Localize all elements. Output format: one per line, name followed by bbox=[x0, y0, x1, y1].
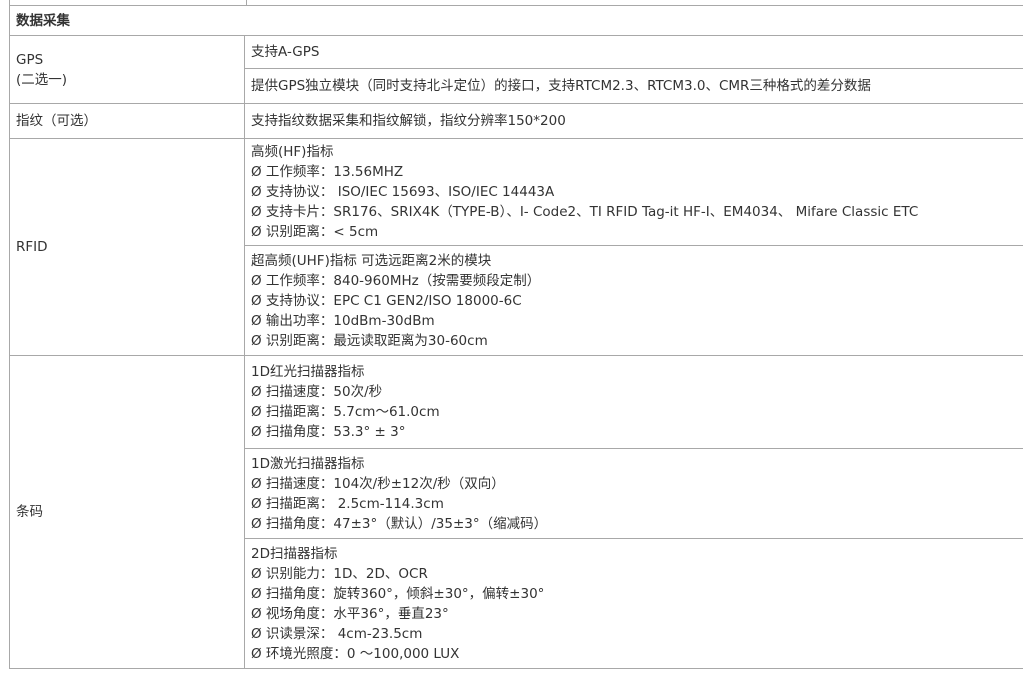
spec-line: 超高频(UHF)指标 可选远距离2米的模块 bbox=[251, 252, 492, 269]
spec-line: 1D激光扫描器指标 bbox=[251, 455, 365, 472]
spec-line: Ø 扫描速度：104次/秒±12次/秒（双向） bbox=[251, 475, 505, 492]
spec-line: Ø 识别距离：最远读取距离为30-60cm bbox=[251, 332, 488, 349]
spec-line: Ø 扫描距离：5.7cm～61.0cm bbox=[251, 404, 440, 420]
gps-label-line: GPS bbox=[16, 51, 44, 68]
barcode-block: 1D红光扫描器指标 Ø 扫描速度：50次/秒 Ø 扫描距离：5.7cm～61.0cm… bbox=[244, 355, 1023, 449]
gps-item: 提供GPS独立模块（同时支持北斗定位）的接口，支持RTCM2.3、RTCM3.0… bbox=[244, 68, 1023, 104]
spec-line: Ø 支持协议： ISO/IEC 15693、ISO/IEC 14443A bbox=[251, 184, 555, 200]
spec-line: Ø 识读景深： 4cm-23.5cm bbox=[251, 625, 423, 642]
spec-line: Ø 扫描角度：53.3° ± 3° bbox=[251, 424, 406, 440]
section-title: 数据采集 bbox=[9, 5, 1023, 36]
rfid-block: 超高频(UHF)指标 可选远距离2米的模块 Ø 工作频率：840-960MHz（按… bbox=[244, 245, 1023, 356]
spec-line: Ø 扫描距离： 2.5cm-114.3cm bbox=[251, 495, 444, 512]
spec-line: Ø 视场角度：水平36°，垂直23° bbox=[251, 605, 449, 622]
rfid-block: 高频(HF)指标 Ø 工作频率：13.56MHZ Ø 支持协议： ISO/IEC 1… bbox=[244, 138, 1023, 246]
spec-table: 数据采集 GPS (二选一) 支持A-GPS 提供GPS独立模块（同时支持北斗定位）… bbox=[9, 5, 1023, 669]
gps-label-line: (二选一) bbox=[16, 71, 68, 88]
fingerprint-value: 支持指纹数据采集和指纹解锁，指纹分辨率150*200 bbox=[244, 103, 1023, 139]
spec-line: Ø 识别距离：< 5cm bbox=[251, 224, 379, 240]
spec-line: Ø 扫描角度：旋转360°，倾斜±30°，偏转±30° bbox=[251, 585, 545, 602]
spec-line: Ø 工作频率：13.56MHZ bbox=[251, 164, 404, 180]
spec-line: Ø 支持协议：EPC C1 GEN2/ISO 18000-6C bbox=[251, 292, 522, 309]
spec-line: Ø 扫描角度：47±3°（默认）/35±3°（缩减码） bbox=[251, 515, 548, 532]
spec-line: 1D红光扫描器指标 bbox=[251, 364, 365, 380]
gps-item: 支持A-GPS bbox=[244, 35, 1023, 69]
rfid-label: RFID bbox=[9, 138, 245, 356]
spec-line: Ø 扫描速度：50次/秒 bbox=[251, 384, 383, 400]
spec-line: Ø 支持卡片：SR176、SRIX4K（TYPE-B）、I- Code2、TI … bbox=[251, 204, 919, 220]
spec-line: Ø 环境光照度：0 ～100,000 LUX bbox=[251, 645, 460, 662]
spec-line: Ø 工作频率：840-960MHz（按需要频段定制） bbox=[251, 272, 541, 289]
spec-line: Ø 输出功率：10dBm-30dBm bbox=[251, 312, 435, 329]
spec-line: 2D扫描器指标 bbox=[251, 545, 338, 562]
fingerprint-label: 指纹（可选） bbox=[9, 103, 245, 139]
spec-line: 高频(HF)指标 bbox=[251, 144, 334, 160]
barcode-block: 2D扫描器指标 Ø 识别能力：1D、2D、OCR Ø 扫描角度：旋转360°，倾斜±… bbox=[244, 538, 1023, 669]
gps-label: GPS (二选一) bbox=[9, 35, 245, 104]
previous-row-fragment bbox=[9, 0, 247, 5]
barcode-block: 1D激光扫描器指标 Ø 扫描速度：104次/秒±12次/秒（双向） Ø 扫描距离： … bbox=[244, 448, 1023, 539]
barcode-label: 条码 bbox=[9, 355, 245, 669]
spec-line: Ø 识别能力：1D、2D、OCR bbox=[251, 565, 428, 582]
